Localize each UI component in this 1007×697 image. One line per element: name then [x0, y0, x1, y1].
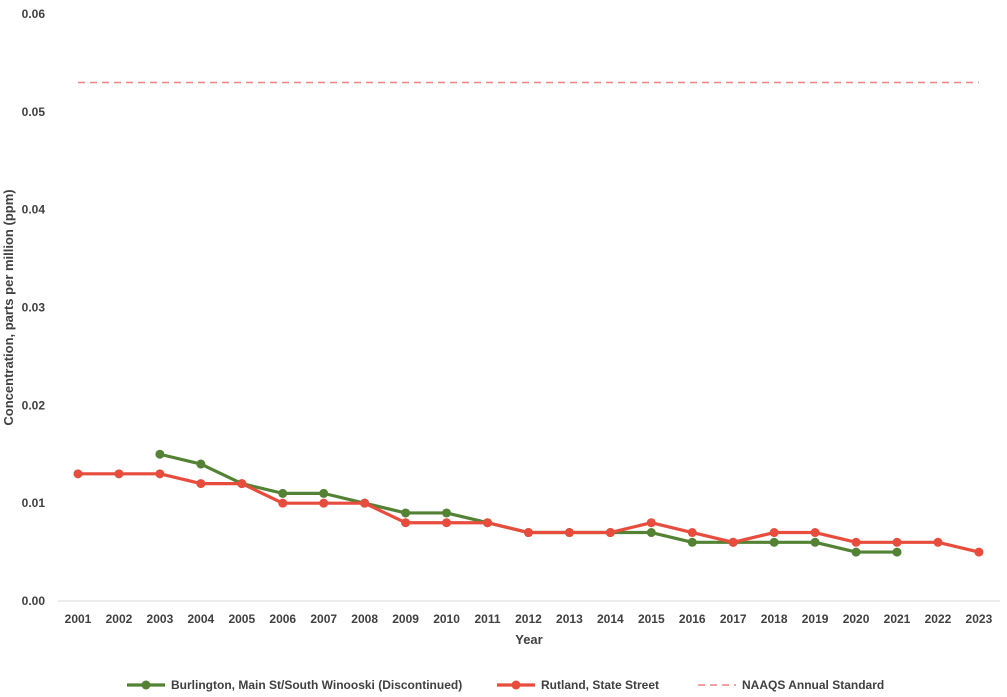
legend: Burlington, Main St/South Winooski (Disc…: [127, 678, 884, 692]
x-tick-label: 2008: [351, 612, 378, 626]
data-point: [851, 547, 861, 557]
data-point: [319, 488, 329, 498]
data-point: [646, 528, 656, 538]
series-line: [76, 472, 981, 554]
data-point: [401, 518, 411, 528]
data-point: [687, 537, 697, 547]
x-tick-label: 2019: [802, 612, 829, 626]
data-point: [728, 537, 738, 547]
legend-label: Burlington, Main St/South Winooski (Disc…: [171, 678, 462, 692]
series-1: [73, 469, 984, 557]
data-point: [73, 469, 83, 479]
legend-marker: [141, 680, 151, 690]
y-axis-ticks: 0.00 0.01 0.02 0.03 0.04 0.05 0.06: [22, 7, 46, 608]
y-tick-label: 0.03: [22, 301, 46, 315]
x-tick-label: 2002: [106, 612, 133, 626]
y-tick-label: 0.02: [22, 398, 46, 412]
series-0: [155, 449, 902, 557]
y-tick-label: 0.04: [22, 203, 46, 217]
x-tick-label: 2001: [65, 612, 92, 626]
data-point: [196, 479, 206, 489]
x-tick-label: 2015: [638, 612, 665, 626]
data-point: [810, 528, 820, 538]
x-tick-label: 2010: [433, 612, 460, 626]
data-point: [442, 508, 452, 518]
data-point: [483, 518, 492, 528]
x-tick-label: 2018: [761, 612, 788, 626]
y-axis-title: Concentration, parts per million (ppm): [1, 189, 16, 425]
x-tick-label: 2012: [515, 612, 542, 626]
legend-label: NAAQS Annual Standard: [742, 678, 884, 692]
data-point: [646, 518, 656, 528]
x-axis-title: Year: [515, 632, 542, 647]
y-tick-label: 0.01: [22, 496, 46, 510]
x-tick-label: 2014: [597, 612, 624, 626]
x-tick-label: 2016: [679, 612, 706, 626]
data-point: [605, 528, 615, 538]
legend-item-1: Rutland, State Street: [497, 678, 659, 692]
data-point: [155, 449, 165, 459]
legend-item-2: NAAQS Annual Standard: [698, 678, 884, 692]
legend-marker: [511, 680, 521, 690]
x-tick-label: 2022: [925, 612, 952, 626]
data-point: [196, 459, 206, 469]
data-point: [564, 528, 574, 538]
x-tick-label: 2017: [720, 612, 747, 626]
x-tick-label: 2020: [843, 612, 870, 626]
data-point: [769, 537, 779, 547]
x-tick-label: 2003: [147, 612, 174, 626]
data-point: [319, 498, 329, 508]
y-tick-label: 0.06: [22, 7, 46, 21]
x-axis-ticks: 2001 2002 2003 2004 2005 2006 2007 2008 2009 2010…: [65, 612, 993, 626]
x-tick-label: 2007: [310, 612, 337, 626]
data-point: [933, 537, 943, 547]
data-point: [769, 528, 779, 538]
data-point: [892, 537, 902, 547]
x-tick-label: 2021: [884, 612, 911, 626]
data-point: [114, 469, 124, 479]
data-point: [155, 469, 165, 479]
data-point: [278, 488, 288, 498]
legend-item-0: Burlington, Main St/South Winooski (Disc…: [127, 678, 462, 692]
x-tick-label: 2006: [269, 612, 296, 626]
x-tick-label: 2004: [187, 612, 214, 626]
series-layer: [73, 449, 984, 557]
data-point: [892, 547, 902, 557]
data-point: [687, 528, 697, 538]
y-tick-label: 0.00: [22, 594, 46, 608]
x-tick-label: 2013: [556, 612, 583, 626]
data-point: [401, 508, 411, 518]
y-tick-label: 0.05: [22, 105, 46, 119]
series-line: [158, 452, 899, 554]
data-point: [442, 518, 452, 528]
data-point: [237, 479, 247, 489]
x-tick-label: 2005: [228, 612, 255, 626]
x-tick-label: 2009: [392, 612, 419, 626]
x-tick-label: 2023: [966, 612, 993, 626]
data-point: [810, 537, 820, 547]
legend-label: Rutland, State Street: [541, 678, 659, 692]
x-tick-label: 2011: [474, 612, 500, 626]
data-point: [360, 498, 370, 508]
data-point: [974, 547, 984, 557]
data-point: [278, 498, 288, 508]
data-point: [523, 528, 533, 538]
data-point: [851, 537, 861, 547]
